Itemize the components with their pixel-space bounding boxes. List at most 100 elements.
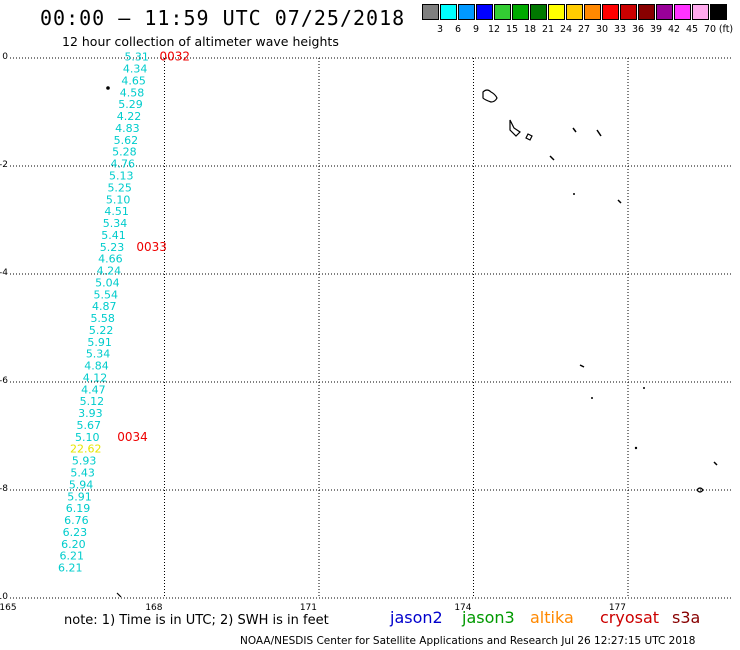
lat-label: -8	[0, 484, 8, 494]
island-outline	[572, 127, 577, 133]
scale-unit: (ft)	[718, 24, 734, 35]
wave-height-value: 22.62	[70, 443, 102, 456]
wave-height-value: 5.34	[103, 217, 128, 230]
scale-swatch	[530, 4, 547, 20]
scale-label: 3	[436, 24, 444, 35]
island-outline	[549, 155, 555, 161]
wave-height-value: 4.76	[111, 158, 136, 171]
wave-height-value: 4.84	[84, 360, 109, 373]
wave-height-value: 5.62	[114, 134, 139, 147]
scale-label: 30	[595, 24, 609, 35]
scale-swatch	[566, 4, 583, 20]
scale-label: 12	[487, 24, 501, 35]
scale-label: 36	[631, 24, 645, 35]
scale-label: 18	[523, 24, 537, 35]
wave-height-value: 5.91	[67, 490, 92, 503]
island-outline	[116, 592, 122, 598]
scale-label: 6	[454, 24, 462, 35]
axis-labels: 165 168 171 174 177 0 -2 -4 -6 -8 -10	[0, 52, 626, 613]
scale-swatch	[440, 4, 457, 20]
scale-label: 9	[472, 24, 480, 35]
legend-item-s3a: s3a	[672, 608, 701, 627]
scale-swatch	[674, 4, 691, 20]
wave-height-value: 5.54	[94, 288, 119, 301]
island-dot	[643, 387, 645, 389]
wave-height-value: 4.47	[81, 383, 106, 396]
scale-label: 15	[505, 24, 519, 35]
wave-height-value: 6.23	[63, 526, 88, 539]
legend-item-altika: altika	[530, 608, 574, 627]
wave-height-value: 5.91	[87, 336, 112, 349]
island-outline	[482, 89, 498, 103]
island-outline	[617, 199, 622, 204]
wave-height-value: 5.04	[95, 276, 120, 289]
pass-time-label: 0034	[117, 430, 148, 444]
scale-label: 27	[577, 24, 591, 35]
page-subtitle: 12 hour collection of altimeter wave hei…	[62, 34, 339, 49]
wave-height-value: 5.93	[72, 455, 97, 468]
legend-item-jason2: jason2	[390, 608, 443, 627]
wave-height-value: 5.10	[106, 193, 131, 206]
scale-swatch	[584, 4, 601, 20]
wave-height-value: 5.67	[77, 419, 102, 432]
lat-label: -2	[0, 160, 8, 170]
island-outline	[713, 461, 718, 466]
wave-height-value: 3.93	[78, 407, 103, 420]
wave-height-value: 6.21	[58, 562, 83, 575]
page-title: 00:00 – 11:59 UTC 07/25/2018	[40, 6, 406, 30]
scale-label: 21	[541, 24, 555, 35]
wave-height-value: 6.20	[61, 538, 86, 551]
islands	[106, 86, 718, 598]
wave-height-value: 5.23	[100, 241, 125, 254]
scale-swatch	[656, 4, 673, 20]
lon-label: 174	[454, 603, 471, 613]
island-outline	[579, 364, 585, 368]
wave-height-value: 5.10	[75, 431, 100, 444]
wave-height-value: 4.65	[121, 74, 146, 87]
island-dot	[106, 86, 110, 90]
wave-height-value: 6.76	[64, 514, 89, 527]
footer-note: note: 1) Time is in UTC; 2) SWH is in fe…	[64, 613, 329, 628]
wave-height-value: 4.83	[115, 122, 140, 135]
island-dot	[573, 193, 575, 195]
scale-label: 39	[649, 24, 663, 35]
scale-label: 33	[613, 24, 627, 35]
island-outline	[696, 487, 704, 493]
scale-label: 45	[685, 24, 699, 35]
wave-height-value: 5.12	[80, 395, 105, 408]
lon-label: 168	[145, 603, 162, 613]
wave-height-value: 5.34	[86, 348, 111, 361]
wave-height-value: 5.28	[112, 146, 137, 159]
scale-swatch	[476, 4, 493, 20]
wave-height-value: 5.43	[70, 467, 95, 480]
island-dot	[634, 446, 638, 450]
legend-item-jason3: jason3	[462, 608, 515, 627]
scale-swatch	[638, 4, 655, 20]
scale-swatch	[602, 4, 619, 20]
wave-height-value: 5.13	[109, 170, 134, 183]
lat-label: -6	[0, 376, 8, 386]
legend-item-cryosat: cryosat	[600, 608, 660, 627]
wave-height-value: 4.24	[97, 265, 122, 278]
wave-height-value: 5.31	[124, 51, 149, 64]
wave-height-value: 5.58	[90, 312, 115, 325]
wave-height-value: 4.58	[120, 86, 145, 99]
scale-label: 24	[559, 24, 573, 35]
wave-height-value: 5.41	[101, 229, 126, 242]
island-outline	[509, 119, 521, 137]
wave-height-value: 5.25	[107, 181, 132, 194]
scale-swatch	[710, 4, 727, 20]
lon-label: 177	[609, 603, 626, 613]
wave-height-value: 5.22	[89, 324, 114, 337]
lat-label: -10	[0, 592, 8, 602]
wave-height-value: 6.19	[66, 502, 91, 515]
scale-swatch	[512, 4, 529, 20]
scale-swatch	[548, 4, 565, 20]
scale-swatch	[458, 4, 475, 20]
pass-time-label: 0033	[136, 240, 167, 254]
wave-height-value: 5.29	[118, 98, 143, 111]
island-outline	[596, 129, 602, 137]
wave-height-value: 6.21	[60, 550, 85, 563]
